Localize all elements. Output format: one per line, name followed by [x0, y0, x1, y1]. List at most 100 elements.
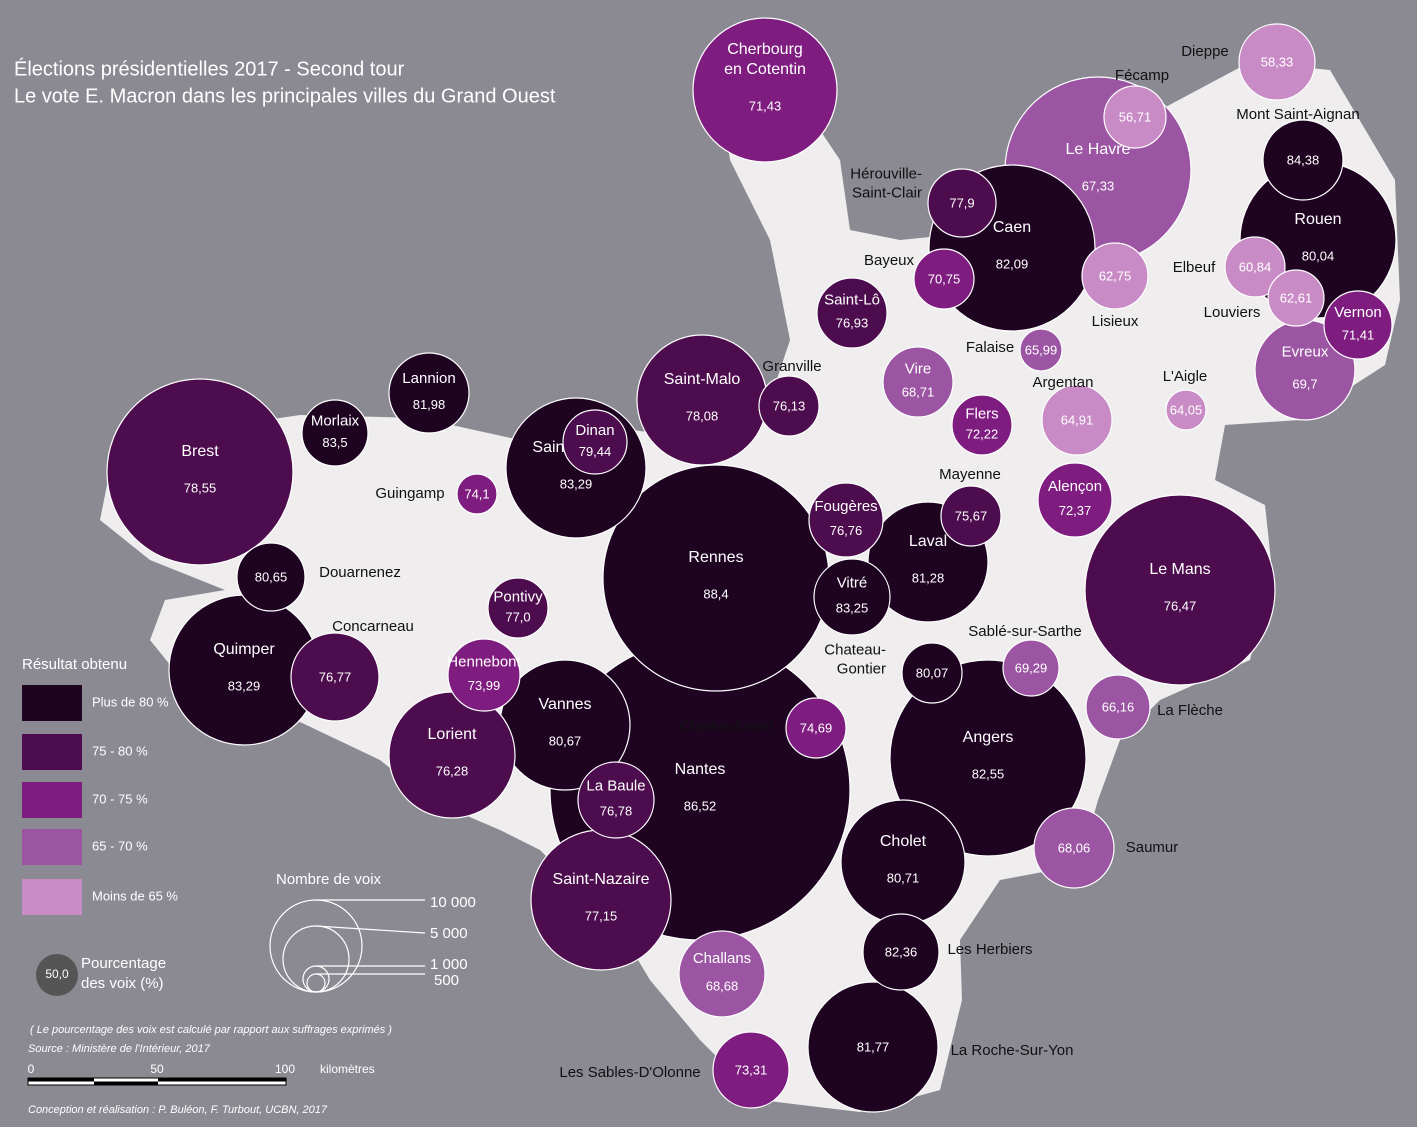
- city-name: Angers: [963, 729, 1014, 746]
- city-value: 62,61: [1280, 290, 1313, 305]
- city-value: 64,91: [1061, 412, 1094, 427]
- city-name: Le Havre: [1066, 141, 1131, 158]
- city-circle: [1019, 328, 1063, 372]
- city-circle: [1224, 236, 1286, 298]
- city: Argentan 64,91: [1033, 374, 1113, 456]
- city-circle: [940, 485, 1002, 547]
- city: Saint-Malo 78,08: [636, 334, 768, 466]
- city: Vire 68,71: [882, 346, 954, 418]
- city: Louviers 62,61: [1204, 269, 1325, 327]
- city-value: 78,08: [686, 408, 719, 423]
- city-circle: [1037, 462, 1113, 538]
- city-value: 68,71: [902, 385, 935, 400]
- city-value: 88,4: [703, 586, 728, 601]
- city-circle: [1103, 85, 1167, 149]
- city-name: Lisieux: [1092, 313, 1139, 330]
- scale-bar: [94, 1081, 158, 1085]
- city-value: 76,76: [830, 523, 863, 538]
- city-value: 74,1: [464, 486, 489, 501]
- city-name: en Cotentin: [724, 61, 806, 78]
- city-value: 83,29: [228, 678, 261, 693]
- city-value: 81,98: [413, 397, 446, 412]
- city-circle: [816, 277, 888, 349]
- scale-bar: [158, 1078, 286, 1082]
- legend-swatch: [22, 685, 82, 721]
- city-circle: [636, 334, 768, 466]
- city-name: Elbeuf: [1173, 259, 1216, 276]
- city-circle: [1033, 807, 1115, 889]
- leader: [315, 925, 426, 934]
- city-name: Nantes: [675, 761, 726, 778]
- city-name: Vannes: [538, 696, 591, 713]
- city-name: Saint-Clair: [852, 184, 922, 201]
- city-name: Evreux: [1282, 343, 1329, 360]
- city-name: Pontivy: [493, 588, 543, 605]
- city-circle: [1165, 389, 1207, 431]
- city-name: Saint-Lô: [824, 292, 880, 309]
- city-value: 76,93: [836, 316, 869, 331]
- city-name: Dieppe: [1181, 43, 1229, 60]
- scale-label: 0: [28, 1062, 35, 1076]
- city-circle: [862, 913, 940, 991]
- city-circle: [692, 17, 838, 163]
- city: Rennes 88,4: [602, 464, 830, 692]
- city-value: 62,75: [1099, 268, 1132, 283]
- scale-bar: [27, 1077, 287, 1086]
- scale-label: 100: [275, 1062, 295, 1076]
- city-value: 79,44: [579, 444, 612, 459]
- city-name: Fécamp: [1115, 67, 1169, 84]
- city-circle: [927, 168, 997, 238]
- city-name: Chateaubriant: [679, 718, 774, 735]
- city-value: 60,84: [1239, 259, 1272, 274]
- size-label: 500: [434, 972, 459, 989]
- city-value: 76,47: [1164, 598, 1197, 613]
- city-value: 81,28: [912, 570, 945, 585]
- city-value: 82,55: [972, 766, 1005, 781]
- city: Alençon 72,37: [1037, 462, 1113, 538]
- legend-swatch: [22, 734, 82, 770]
- legend-swatch: [22, 782, 82, 818]
- note: ( Le pourcentage des voix est calculé pa…: [30, 1024, 392, 1036]
- city-value: 77,15: [585, 908, 618, 923]
- city-value: 72,22: [966, 426, 999, 441]
- city-name: Lorient: [428, 726, 477, 743]
- city-value: 80,71: [887, 870, 920, 885]
- city-name: L'Aigle: [1163, 368, 1208, 385]
- city: Chateau- Gontier 80,07: [824, 641, 963, 704]
- city-circle: [1262, 119, 1344, 201]
- city-name: Saint-Malo: [664, 371, 741, 388]
- city: Les Herbiers 82,36: [862, 913, 1033, 991]
- city-name: Granville: [762, 358, 821, 375]
- city-name: Flers: [965, 405, 998, 422]
- city: Cherbourg en Cotentin 71,43: [692, 17, 838, 163]
- city: Hérouville- Saint-Clair 77,9: [850, 165, 997, 238]
- legend-label: 75 - 80 %: [92, 743, 148, 758]
- city-value: 68,06: [1058, 840, 1091, 855]
- city-value: 76,28: [436, 763, 469, 778]
- city-name: Chateau-: [824, 641, 886, 658]
- city-circle: [913, 248, 975, 310]
- city-name: Louviers: [1204, 304, 1261, 321]
- city-value: 56,71: [1119, 109, 1152, 124]
- city: L'Aigle 64,05: [1163, 368, 1208, 431]
- city: Angers 82,55: [889, 659, 1087, 857]
- city: Chateaubriant 74,69: [679, 697, 847, 759]
- city: Bayeux 70,75: [864, 248, 975, 310]
- city-name: La Flèche: [1157, 702, 1223, 719]
- city-circle: [1041, 384, 1113, 456]
- city-name: Challans: [693, 950, 751, 967]
- city-value: 64,05: [1170, 402, 1203, 417]
- city: La Roche-Sur-Yon 81,77: [807, 981, 1073, 1113]
- city-circle: [951, 394, 1013, 456]
- city-name: Rouen: [1294, 211, 1341, 228]
- city-circle: [889, 659, 1087, 857]
- city-name: Saumur: [1126, 839, 1179, 856]
- city-value: 73,99: [468, 678, 501, 693]
- city-value: 71,41: [1342, 327, 1375, 342]
- city-name: La Baule: [586, 778, 645, 795]
- city-name: Bayeux: [864, 252, 915, 269]
- city-name: Lannion: [402, 370, 455, 387]
- city-name: Mayenne: [939, 466, 1001, 483]
- city: Brest 78,55: [106, 378, 294, 566]
- size-label: 5 000: [430, 925, 468, 942]
